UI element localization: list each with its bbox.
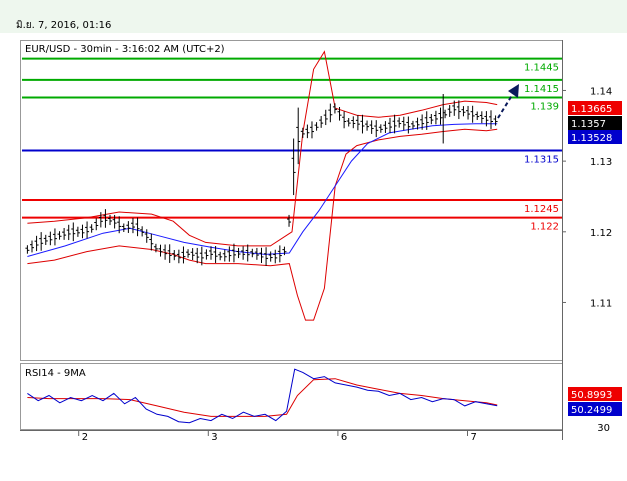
timestamp: มิ.ย. 7, 2016, 01:16 — [16, 20, 112, 31]
arrow-head — [508, 84, 519, 98]
ma-tag-label: 1.13528 — [571, 133, 612, 144]
rsi-ma-tag-box — [568, 387, 622, 401]
price-tags: 1.13665 1.1357 1.13528 50.8993 50.2499 — [568, 101, 622, 416]
rsi-tick-label: 30 — [597, 423, 610, 434]
bollinger-upper-line — [27, 50, 498, 247]
level-label: 1.1245 — [524, 204, 559, 215]
chart-title: EUR/USD - 30min - 3:16:02 AM (UTC+2) — [25, 44, 225, 55]
x-tick-label: 7 — [471, 432, 477, 443]
direction-arrow — [497, 84, 519, 119]
rsi-ma-tag-label: 50.8993 — [571, 390, 612, 401]
y-tick-label: 1.14 — [590, 86, 612, 97]
rsi-lines — [27, 368, 498, 424]
arrow-shaft — [497, 91, 515, 119]
upper-band-tag-label: 1.13665 — [571, 104, 612, 115]
axis-labels: 1.141.131.121.1150302367 — [78, 86, 612, 443]
rsi-tag-label: 50.2499 — [571, 405, 612, 416]
price-bars — [25, 94, 498, 266]
x-tick-label: 6 — [341, 432, 347, 443]
last-price-tag-label: 1.1357 — [571, 119, 606, 130]
level-label: 1.1445 — [524, 63, 559, 74]
x-tick-label: 3 — [211, 432, 217, 443]
level-label: 1.1415 — [524, 84, 559, 95]
top-bar: มิ.ย. 7, 2016, 01:16 — [0, 0, 627, 33]
series-lines — [27, 50, 498, 321]
level-label: 1.139 — [530, 102, 559, 113]
moving-average-line — [27, 123, 498, 257]
y-tick-label: 1.13 — [590, 157, 612, 168]
bollinger-lower-line — [27, 128, 498, 321]
last-price-tag-box — [568, 116, 622, 130]
rsi-panel-frame — [20, 363, 563, 430]
x-tick-label: 2 — [82, 432, 88, 443]
upper-band-tag-box — [568, 101, 622, 115]
rsi-tag-box — [568, 402, 622, 416]
ma-tag-box — [568, 130, 622, 144]
horizontal-levels: 1.1445 1.1415 1.139 1.1315 1.1245 1.122 — [22, 57, 562, 233]
y-tick-label: 1.12 — [590, 228, 612, 239]
rsi-ma-line — [27, 378, 498, 417]
rsi-line — [27, 368, 498, 424]
rsi-title: RSI14 - 9MA — [25, 368, 86, 379]
y-tick-label: 1.11 — [590, 298, 612, 309]
level-label: 1.122 — [530, 222, 559, 233]
level-label: 1.1315 — [524, 155, 559, 166]
